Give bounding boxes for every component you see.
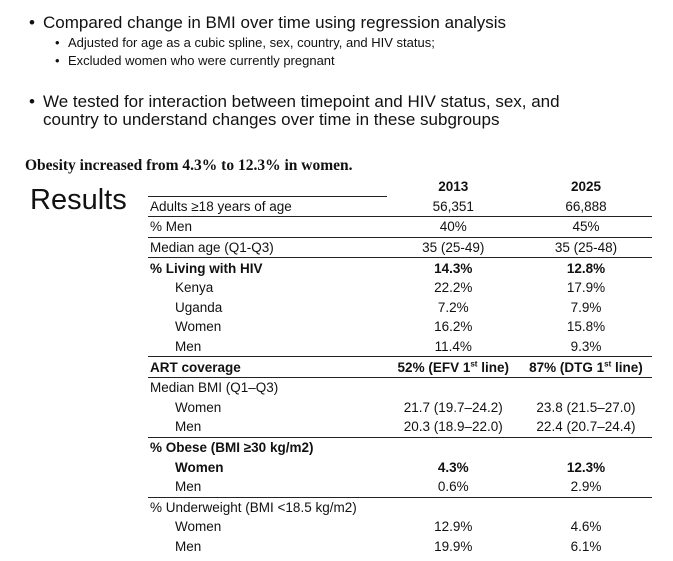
bullet-dot-icon: • — [55, 35, 60, 50]
bullet-2-line-1: We tested for interaction between timepo… — [43, 92, 560, 111]
row-label: % Obese (BMI ≥30 kg/m2) — [150, 440, 314, 456]
table-row: Men 11.4% 9.3% — [148, 336, 652, 358]
value-2013: 52% (EFV 1st line) — [386, 356, 520, 378]
value-2025: 4.6% — [570, 519, 602, 535]
bullet-dot-icon: • — [29, 13, 35, 32]
row-label: Women — [175, 399, 222, 415]
row-label: Women — [175, 459, 224, 475]
header-blank — [148, 176, 387, 197]
value-2025: 87% (DTG 1st line) — [519, 356, 652, 378]
value-2025: 6.1% — [570, 538, 602, 554]
table-row: Men 19.9% 6.1% — [148, 537, 652, 557]
value-2013: 20.3 (18.9–22.0) — [386, 417, 520, 438]
value-2025: 45% — [519, 216, 652, 238]
row-label: Men — [148, 336, 387, 358]
art-2013-tail: line) — [477, 359, 509, 375]
art-2025-main: 87% (DTG 1 — [529, 359, 605, 375]
row-label: Women — [175, 319, 222, 335]
row-label: Men — [175, 538, 202, 554]
value-2013: 35 (25-49) — [386, 237, 520, 259]
row-label: Median BMI (Q1–Q3) — [150, 380, 279, 396]
value-2025 — [520, 377, 652, 397]
row-label: % Underweight (BMI <18.5 kg/m2) — [150, 499, 357, 515]
value-2025: 23.8 (21.5–27.0) — [536, 399, 636, 415]
row-label: Uganda — [175, 299, 223, 315]
row-label: Women — [175, 519, 222, 535]
bullet-dot-icon: • — [29, 92, 35, 111]
art-2025-sup: st — [604, 359, 612, 369]
row-label: % Living with HIV — [150, 260, 263, 276]
table-row: Men 20.3 (18.9–22.0) 22.4 (20.7–24.4) — [148, 417, 652, 438]
value-2013 — [387, 437, 520, 457]
value-2025: 15.8% — [566, 319, 606, 335]
row-label: Men — [148, 417, 387, 438]
value-2025: 66,888 — [519, 196, 652, 218]
value-2013: 7.2% — [437, 299, 469, 315]
art-2013-sup: st — [470, 359, 478, 369]
table-row: Median BMI (Q1–Q3) — [148, 377, 652, 397]
table-row: Women 16.2% 15.8% — [148, 317, 652, 337]
value-2013: 19.9% — [434, 538, 473, 554]
table-row: Men 0.6% 2.9% — [148, 476, 652, 498]
sub-bullet-2-text: Excluded women who were currently pregna… — [68, 53, 335, 68]
value-2025 — [520, 497, 652, 517]
table-header-row: 2013 2025 — [148, 176, 652, 197]
table-row: ART coverage 52% (EFV 1st line) 87% (DTG… — [148, 356, 652, 378]
value-2025: 12.3% — [566, 459, 606, 475]
bullet-2-line-2: country to understand changes over time … — [43, 110, 500, 129]
table-row: Women 21.7 (19.7–24.2) 23.8 (21.5–27.0) — [148, 398, 652, 418]
value-2025: 22.4 (20.7–24.4) — [519, 417, 652, 438]
value-2013: 12.9% — [434, 519, 473, 535]
row-label: Median age (Q1-Q3) — [148, 237, 387, 259]
table-row: % Men 40% 45% — [148, 216, 652, 238]
row-label: % Men — [148, 216, 387, 238]
header-2025: 2025 — [570, 178, 601, 194]
value-2025: 12.8% — [566, 260, 606, 276]
value-2013: 16.2% — [434, 319, 473, 335]
headline: Obesity increased from 4.3% to 12.3% in … — [25, 157, 353, 174]
value-2013: 56,351 — [386, 196, 520, 218]
value-2025: 35 (25-48) — [519, 237, 652, 259]
row-label: Adults ≥18 years of age — [148, 196, 387, 218]
value-2013: 11.4% — [386, 336, 520, 358]
bullet-1-text: Compared change in BMI over time using r… — [43, 13, 507, 32]
table-row: % Living with HIV 14.3% 12.8% — [148, 258, 652, 278]
bullet-dot-icon: • — [55, 53, 60, 68]
value-2025: 2.9% — [519, 476, 652, 498]
sub-bullet-1-text: Adjusted for age as a cubic spline, sex,… — [68, 35, 435, 50]
table-row: % Obese (BMI ≥30 kg/m2) — [148, 437, 652, 457]
art-2025-tail: line) — [611, 359, 643, 375]
value-2025 — [520, 437, 652, 457]
table-row: % Underweight (BMI <18.5 kg/m2) — [148, 497, 652, 517]
value-2025: 17.9% — [566, 280, 606, 296]
row-label: ART coverage — [148, 356, 387, 378]
value-2013: 21.7 (19.7–24.2) — [403, 399, 503, 415]
table-row: Women 12.9% 4.6% — [148, 517, 652, 537]
table-row: Kenya 22.2% 17.9% — [148, 278, 652, 298]
value-2013: 14.3% — [434, 260, 473, 276]
table-row: Uganda 7.2% 7.9% — [148, 298, 652, 318]
value-2013: 40% — [386, 216, 520, 238]
value-2013 — [387, 377, 520, 397]
results-table: 2013 2025 Adults ≥18 years of age 56,351… — [148, 176, 652, 556]
value-2013 — [387, 497, 520, 517]
table-row: Median age (Q1-Q3) 35 (25-49) 35 (25-48) — [148, 237, 652, 259]
value-2025: 9.3% — [519, 336, 652, 358]
table-row: Women 4.3% 12.3% — [148, 457, 652, 477]
value-2013: 0.6% — [386, 476, 520, 498]
art-2013-main: 52% (EFV 1 — [397, 359, 471, 375]
table-row: Adults ≥18 years of age 56,351 66,888 — [148, 196, 652, 218]
header-2013: 2013 — [438, 178, 469, 194]
value-2013: 22.2% — [434, 280, 473, 296]
row-label: Men — [148, 476, 387, 498]
value-2013: 4.3% — [437, 459, 469, 475]
results-title: Results — [30, 184, 127, 216]
row-label: Kenya — [175, 280, 214, 296]
value-2025: 7.9% — [570, 299, 602, 315]
